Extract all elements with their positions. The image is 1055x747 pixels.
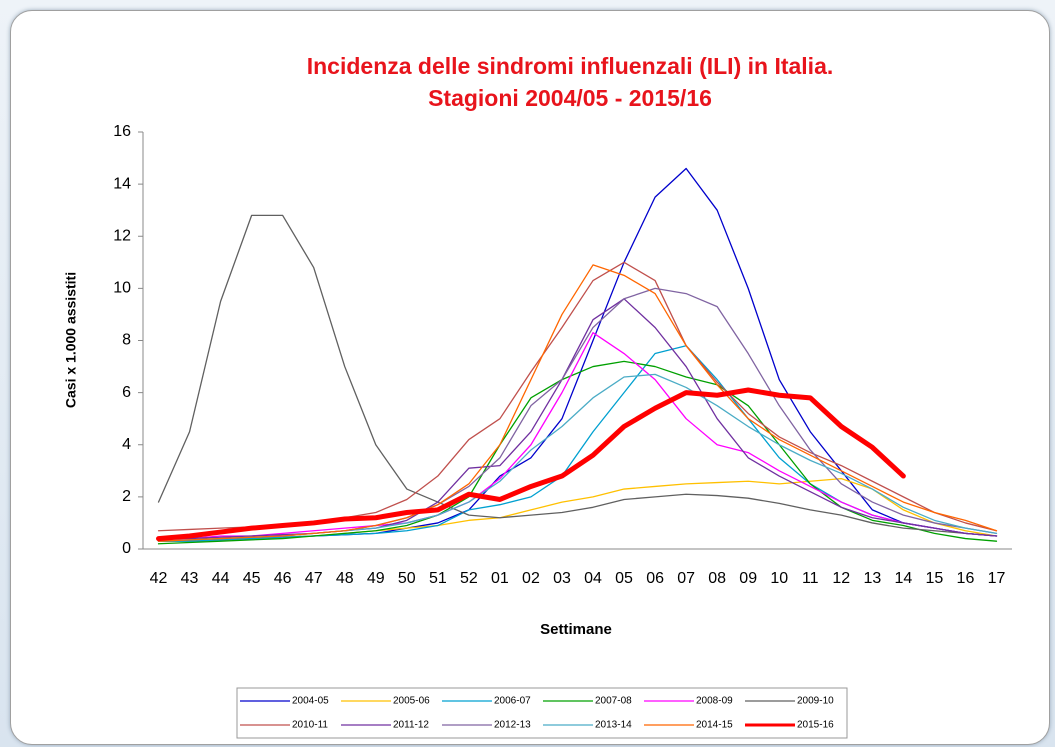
y-tick-label: 2 [122,488,131,505]
x-tick-label: 42 [150,570,168,587]
x-tick-label: 47 [305,570,323,587]
x-tick-label: 07 [677,570,695,587]
y-tick-label: 0 [122,540,131,557]
series-line [157,214,998,537]
legend-label: 2010-11 [292,720,328,731]
x-tick-label: 12 [832,570,850,587]
legend-label: 2006-07 [494,696,531,707]
legend-label: 2014-15 [696,720,733,731]
x-tick-label: 46 [274,570,292,587]
x-tick-label: 49 [367,570,385,587]
x-tick-label: 45 [243,570,261,587]
x-tick-label: 44 [212,570,230,587]
x-tick-label: 43 [181,570,199,587]
x-tick-label: 13 [863,570,881,587]
series-line [157,287,998,542]
x-tick-label: 11 [802,570,819,587]
x-tick-label: 51 [429,570,447,587]
x-tick-label: 50 [398,570,416,587]
series-line [156,387,906,542]
x-tick-label: 48 [336,570,354,587]
x-tick-label: 08 [708,570,726,587]
x-tick-label: 04 [584,570,602,587]
series-line [157,373,998,542]
y-axis-label: Casi x 1.000 assistiti [63,272,79,408]
x-tick-label: 52 [460,570,478,587]
x-tick-label: 05 [615,570,633,587]
legend-label: 2008-09 [696,696,733,707]
series-line [157,264,998,542]
series-line [157,332,998,540]
legend-label: 2007-08 [595,696,632,707]
y-tick-label: 8 [122,332,131,349]
series-line [157,261,998,532]
legend-label: 2009-10 [797,696,834,707]
y-tick-label: 14 [113,175,131,192]
x-tick-label: 03 [553,570,571,587]
y-tick-label: 6 [122,384,131,401]
legend-label: 2004-05 [292,696,329,707]
series-line [157,360,998,545]
legend-label: 2005-06 [393,696,430,707]
panel [10,10,1050,745]
y-tick-label: 16 [113,123,131,140]
legend-label: 2012-13 [494,720,531,731]
legend-label: 2015-16 [797,720,834,731]
x-tick-label: 17 [988,570,1006,587]
x-tick-label: 10 [770,570,788,587]
series-line [157,298,998,540]
x-tick-label: 02 [522,570,540,587]
x-tick-label: 16 [957,570,975,587]
legend-box [236,687,848,739]
chart-title: Incidenza delle sindromi influenzali (IL… [307,53,834,79]
x-axis-label: Settimane [540,621,612,638]
legend-label: 2013-14 [595,720,632,731]
x-tick-label: 09 [739,570,757,587]
chart-title: Stagioni 2004/05 - 2015/16 [428,85,712,111]
x-tick-label: 14 [894,570,912,587]
x-tick-label: 15 [926,570,944,587]
x-tick-label: 06 [646,570,664,587]
y-tick-label: 12 [113,227,131,244]
y-tick-label: 10 [113,280,131,297]
y-tick-label: 4 [122,436,131,453]
legend-label: 2011-12 [393,720,429,731]
x-tick-label: 01 [491,570,509,587]
